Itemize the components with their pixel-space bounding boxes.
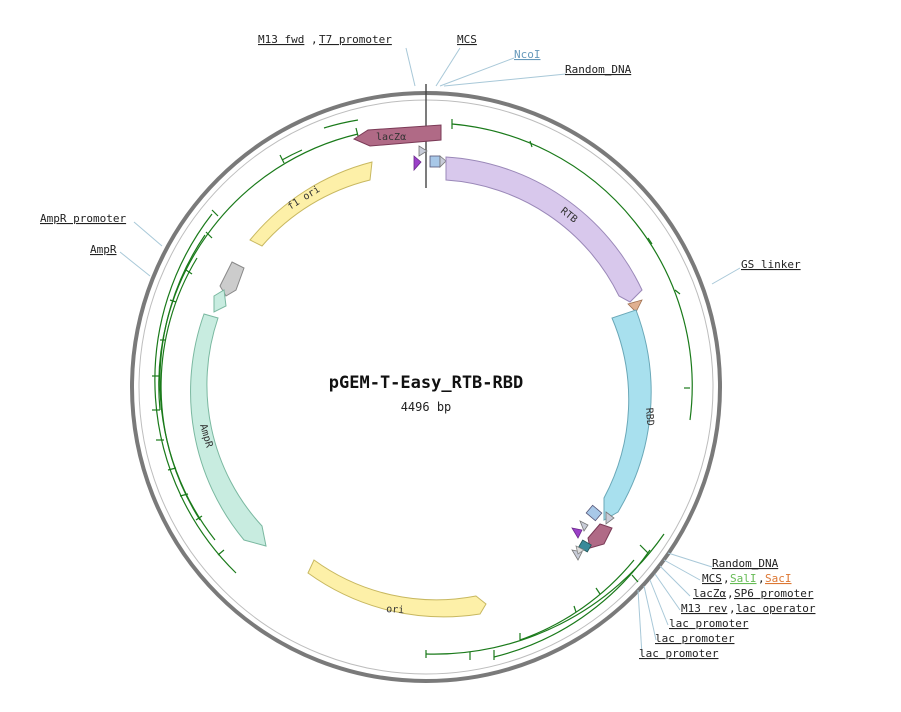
label-sep-4: , (727, 587, 734, 600)
label-lac-promoter-3[interactable]: lac promoter (639, 647, 719, 660)
plasmid-name: pGEM-T-Easy_RTB-RBD (329, 373, 523, 393)
label-sep-2: , (723, 572, 730, 585)
gs-linker-feature[interactable] (627, 299, 643, 313)
label-gs-linker[interactable]: GS linker (741, 258, 801, 271)
orf-ticks (152, 119, 690, 660)
leader-lines (119, 47, 741, 656)
primer-marker-bottom (605, 511, 615, 525)
primer-marker-top-2 (439, 155, 447, 168)
random-dna-marker-bottom (585, 504, 603, 522)
label-m13-fwd[interactable]: M13 fwd (258, 33, 304, 46)
ampr-feature-head (213, 289, 227, 313)
f1-ori-feature[interactable] (249, 161, 373, 247)
label-m13-rev[interactable]: M13 rev (681, 602, 728, 615)
label-saci[interactable]: SacI (765, 572, 792, 585)
label-random-dna-bottom[interactable]: Random_DNA (712, 557, 779, 570)
orf-track-right-outer (451, 123, 693, 421)
label-mcs-bottom[interactable]: MCS (702, 572, 722, 585)
label-sep-3: , (758, 572, 765, 585)
label-ampr-promoter[interactable]: AmpR promoter (40, 212, 126, 225)
lacz-top-label: lacZα (376, 132, 406, 143)
lacz-bottom-feature[interactable] (587, 523, 613, 549)
label-sep-5: , (729, 602, 736, 615)
rtb-feature[interactable] (445, 156, 643, 303)
lac-promoter-marker-2 (575, 545, 585, 555)
orf-track-left-1 (158, 133, 359, 411)
label-random-dna-top[interactable]: Random_DNA (565, 63, 632, 76)
label-ampr[interactable]: AmpR (90, 243, 117, 256)
label-lacz-bottom[interactable]: lacZα (693, 587, 726, 600)
label-t7-promoter[interactable]: T7 promoter (319, 33, 392, 46)
label-ncoi[interactable]: NcoI (514, 48, 541, 61)
label-sep-1: , (311, 33, 318, 46)
rbd-feature[interactable] (603, 309, 652, 521)
ampr-promoter-feature[interactable] (219, 261, 245, 297)
rbd-label: RBD (643, 407, 655, 426)
ampr-feature[interactable] (190, 313, 267, 547)
lacz-top-feature[interactable] (352, 124, 442, 147)
promoter-marker-top (413, 155, 422, 172)
orf-track-bottom-inner (519, 559, 635, 641)
orf-tracks (154, 119, 693, 658)
label-lac-promoter-1[interactable]: lac promoter (669, 617, 749, 630)
primer-marker-bottom-2 (579, 520, 589, 532)
orf-track-bottom-outer (425, 533, 665, 655)
orf-track-bottom-mid (493, 549, 651, 658)
primer-marker-top (418, 145, 428, 157)
random-dna-marker-top (429, 155, 441, 168)
plasmid-size: 4496 bp (401, 400, 452, 414)
ori-feature[interactable] (307, 559, 487, 618)
orf-track-left-2 (154, 213, 237, 574)
label-sp6-promoter[interactable]: SP6 promoter (734, 587, 814, 600)
orf-track-left-4 (160, 257, 201, 521)
label-lac-operator[interactable]: lac operator (736, 602, 816, 615)
orf-track-left-3 (159, 234, 216, 541)
promoter-marker-bottom (571, 527, 583, 539)
label-lac-promoter-2[interactable]: lac promoter (655, 632, 735, 645)
orf-track-top-short (323, 119, 359, 129)
label-mcs-top[interactable]: MCS (457, 33, 477, 46)
ori-feature-label: ori (386, 604, 405, 616)
label-sali[interactable]: SalI (730, 572, 757, 585)
